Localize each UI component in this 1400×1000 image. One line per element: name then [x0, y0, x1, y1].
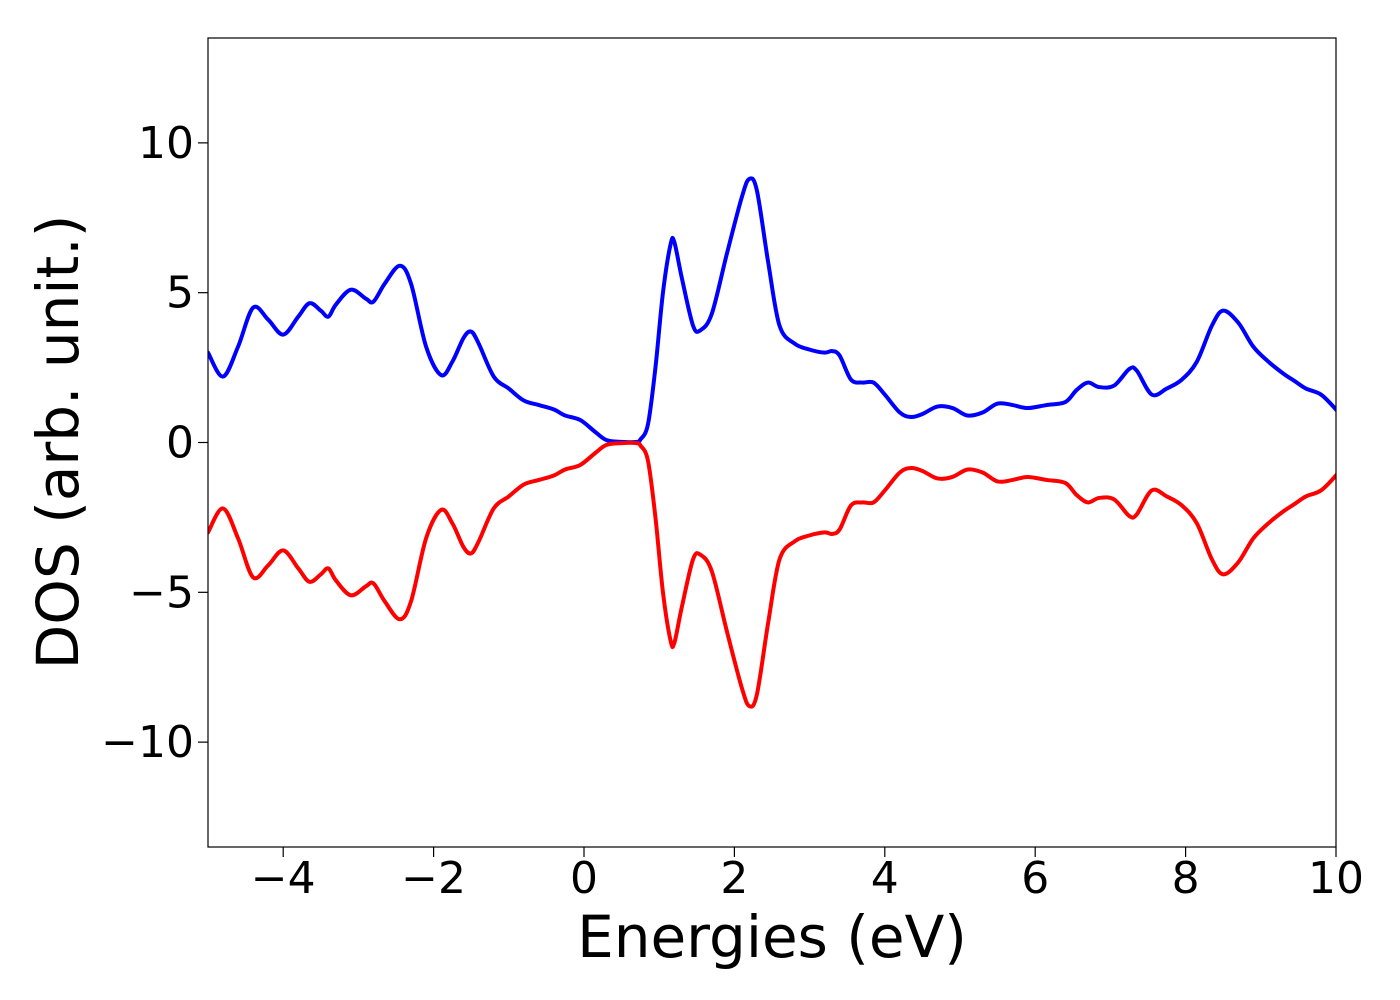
y-tick-label: −10	[101, 717, 194, 768]
series-layer	[208, 176, 1336, 709]
x-tick-label: 10	[1308, 853, 1364, 904]
y-tick-label: 0	[166, 418, 194, 469]
x-tick-label: −2	[401, 853, 466, 904]
x-axis-label: Energies (eV)	[577, 903, 967, 971]
x-tick-label: −4	[251, 853, 316, 904]
dos-spin-up-line	[208, 176, 1336, 445]
y-axis: −10 −5 0 5 10	[101, 118, 208, 768]
dos-spin-down-line	[208, 440, 1336, 709]
x-tick-label: 0	[570, 853, 598, 904]
y-axis-label: DOS (arb. unit.)	[24, 215, 92, 670]
x-tick-label: 6	[1021, 853, 1049, 904]
y-tick-label: 10	[138, 118, 194, 169]
y-tick-label: 5	[166, 268, 194, 319]
x-tick-label: 2	[720, 853, 748, 904]
x-tick-label: 8	[1172, 853, 1200, 904]
x-tick-label: 4	[871, 853, 899, 904]
y-tick-label: −5	[129, 567, 194, 618]
x-axis: −4 −2 0 2 4 6 8 10	[251, 847, 1364, 904]
